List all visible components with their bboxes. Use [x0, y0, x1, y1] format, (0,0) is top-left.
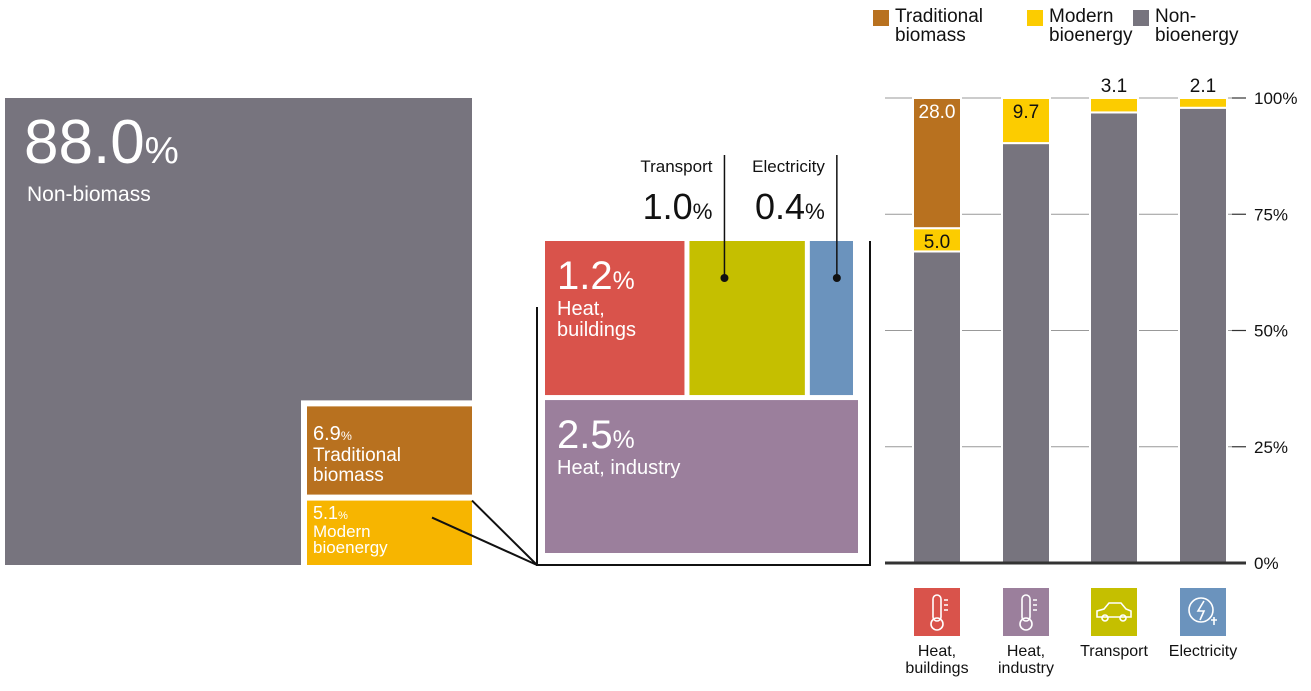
- y-tick-label: 75%: [1254, 205, 1288, 224]
- bar-segment: [1089, 97, 1139, 114]
- treemap-cell: [307, 406, 472, 495]
- glyph: [930, 617, 944, 631]
- treemap-value: 6.9%: [313, 424, 352, 445]
- annotation-value-unit: %: [805, 199, 825, 224]
- treemap-value-number: 88.0: [24, 108, 145, 177]
- treemap-label: Traditional biomass: [313, 445, 402, 487]
- glyph: [1188, 597, 1214, 623]
- y-tick-label: 100%: [1254, 89, 1297, 108]
- treemap-value: 88.0%: [24, 110, 179, 175]
- annotation-label: Transport: [640, 157, 713, 176]
- treemap-value-unit: %: [144, 129, 179, 172]
- x-tick-label: Heat, industry: [997, 643, 1055, 677]
- treemap-value-unit: %: [340, 429, 352, 444]
- legend-label: Non-bioenergy: [1155, 6, 1239, 46]
- data-label: 3.1: [1101, 76, 1127, 97]
- glyph: [1021, 594, 1031, 622]
- bar-segment: [1178, 97, 1228, 109]
- breakdown-cell: [809, 241, 853, 396]
- icon-glyph: [1019, 594, 1037, 631]
- treemap-label: Modern bioenergy: [313, 521, 388, 557]
- treemap-value-unit: %: [338, 509, 348, 522]
- connector: [431, 241, 871, 566]
- breakdown-value: 2.5%: [557, 414, 635, 456]
- treemap-value: 5.1%: [313, 502, 348, 523]
- icon-glyph: [1188, 597, 1217, 625]
- bar-segment: [1001, 97, 1051, 145]
- annotation-value-unit: %: [692, 199, 713, 224]
- bar-segment: [912, 250, 962, 564]
- annotation-value-number: 0.4: [754, 186, 806, 227]
- glyph: [1096, 602, 1132, 618]
- bar-segment: [912, 97, 962, 230]
- breakdown-label: Heat, buildings: [557, 298, 636, 341]
- annotation-label: Electricity: [752, 157, 825, 176]
- x-tick-label: Electricity: [1168, 643, 1238, 660]
- glyph: [1119, 614, 1127, 622]
- annotation-value: 0.4%: [755, 188, 825, 226]
- legend-swatch: [873, 10, 889, 26]
- glyph: [932, 594, 942, 622]
- treemap-value-number: 6.9: [313, 423, 341, 446]
- y-tick-label: 0%: [1254, 554, 1279, 573]
- treemap-cell: [307, 500, 472, 565]
- legend-label: Modern bioenergy: [1049, 6, 1133, 46]
- glyph: [1196, 600, 1217, 625]
- data-label: 5.0: [924, 232, 950, 253]
- legend-label: Traditional biomass: [895, 6, 984, 46]
- leader-dot: [720, 274, 729, 282]
- breakdown-cell: [545, 400, 858, 553]
- icon-glyph: [930, 594, 948, 631]
- data-label: 2.1: [1190, 76, 1216, 97]
- bar-segment: [1178, 106, 1228, 564]
- icons: [914, 588, 1226, 636]
- legend-swatch: [1027, 10, 1043, 26]
- treemap-cell: [5, 98, 472, 565]
- data-label: 9.7: [1013, 102, 1039, 123]
- y-tick-label: 25%: [1254, 438, 1288, 457]
- treemap-label: Non-biomass: [27, 183, 151, 206]
- category-icon: [1091, 588, 1137, 636]
- x-tick-label: Transport: [1080, 643, 1148, 660]
- data-label: 28.0: [919, 102, 956, 123]
- breakdown-cell: [545, 241, 685, 396]
- bar-segment: [1001, 142, 1051, 564]
- glyph: [1019, 617, 1033, 631]
- breakdown-value-unit: %: [612, 268, 635, 295]
- breakdown-value: 1.2%: [557, 255, 635, 297]
- breakdown-cell: [689, 241, 805, 396]
- icon-glyph: [1096, 602, 1132, 622]
- legend-swatch: [1133, 10, 1149, 26]
- category-icon: [1003, 588, 1049, 636]
- treemap-value-number: 5.1: [313, 502, 339, 523]
- annotation-value: 1.0%: [643, 188, 713, 226]
- bar-segment: [1089, 111, 1139, 564]
- glyph: [1033, 599, 1037, 611]
- breakdown-value-number: 1.2: [557, 254, 613, 298]
- breakdown-value-unit: %: [612, 427, 635, 455]
- glyph: [944, 599, 948, 611]
- category-icon: [914, 588, 960, 636]
- leader-dot: [832, 274, 841, 282]
- annotation-value-number: 1.0: [642, 186, 693, 227]
- breakdown-value-number: 2.5: [557, 413, 613, 458]
- glyph: [1101, 614, 1109, 622]
- x-tick-label: Heat, buildings: [905, 643, 969, 677]
- y-tick-label: 50%: [1254, 322, 1288, 341]
- breakdown-label: Heat, industry: [557, 457, 681, 480]
